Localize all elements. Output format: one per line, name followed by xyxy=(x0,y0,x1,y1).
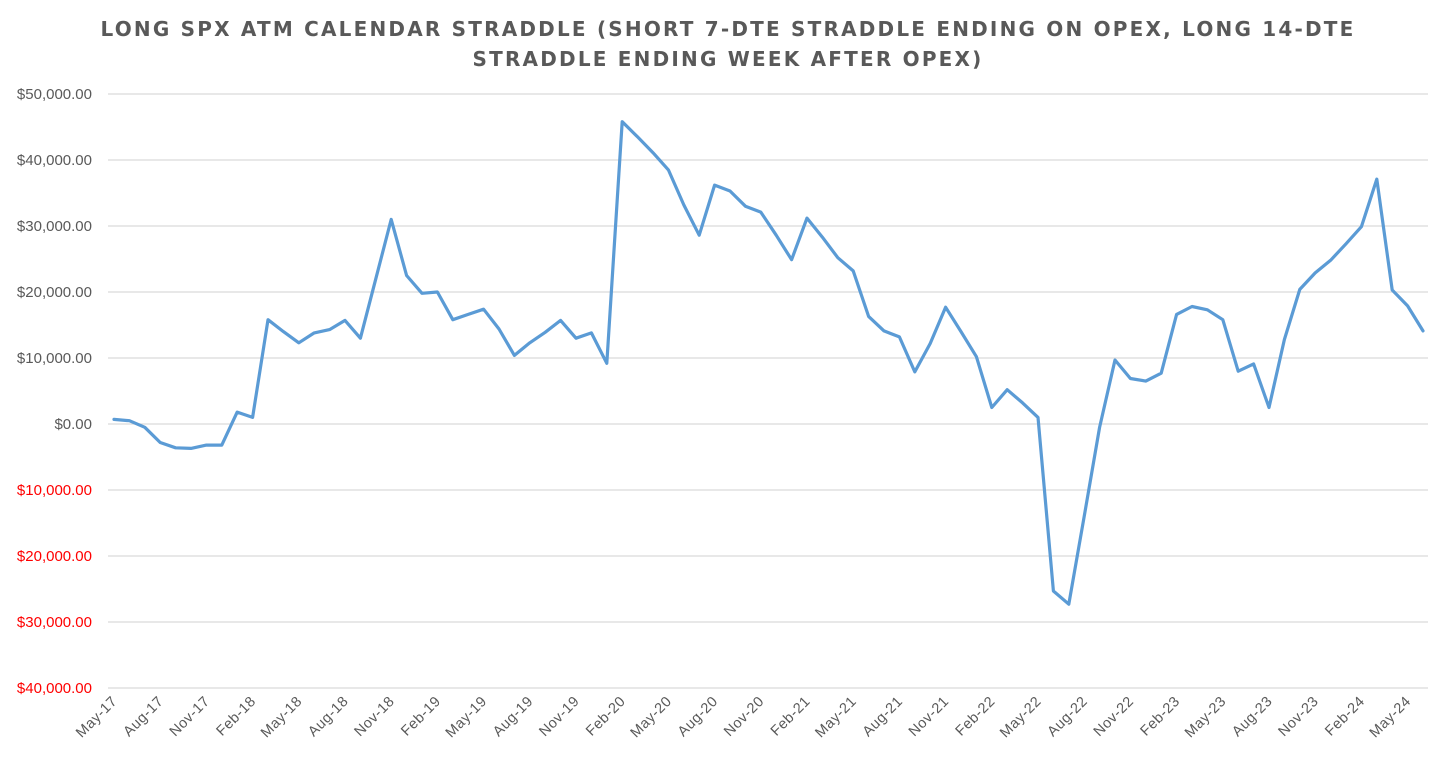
x-tick-label: Feb-20 xyxy=(583,694,629,740)
x-tick-label: Feb-18 xyxy=(213,694,259,740)
series-group xyxy=(112,120,1425,606)
x-tick-label: Nov-17 xyxy=(167,694,213,740)
y-tick-label: $50,000.00 xyxy=(17,86,92,103)
y-tick-label: $0.00 xyxy=(54,416,92,433)
x-tick-label: May-20 xyxy=(628,694,676,742)
chart-title: LONG SPX ATM CALENDAR STRADDLE (SHORT 7-… xyxy=(0,14,1456,74)
chart-title-line-2: STRADDLE ENDING WEEK AFTER OPEX) xyxy=(472,47,984,71)
y-tick-label: $30,000.00 xyxy=(17,614,92,631)
x-tick-label: May-24 xyxy=(1367,694,1415,742)
x-tick-label: Feb-21 xyxy=(768,694,814,740)
x-tick-label: Aug-17 xyxy=(121,694,168,741)
x-tick-label: May-18 xyxy=(258,694,306,742)
x-tick-label: Feb-22 xyxy=(953,694,999,740)
x-tick-label: Feb-23 xyxy=(1137,694,1183,740)
x-tick-label: Feb-19 xyxy=(398,694,444,740)
x-tick-label: May-19 xyxy=(443,694,491,742)
x-tick-label: Nov-21 xyxy=(906,694,952,740)
x-tick-label: Nov-22 xyxy=(1091,694,1137,740)
y-tick-label: $10,000.00 xyxy=(17,482,92,499)
x-tick-label: Aug-19 xyxy=(490,694,537,741)
x-tick-label: May-23 xyxy=(1182,694,1230,742)
x-tick-label: Aug-20 xyxy=(675,694,722,741)
x-tick-label: Nov-19 xyxy=(536,694,582,740)
x-tick-label: Nov-20 xyxy=(721,694,767,740)
y-tick-label: $20,000.00 xyxy=(17,284,92,301)
y-tick-label: $30,000.00 xyxy=(17,218,92,235)
x-tick-label: Aug-18 xyxy=(305,694,352,741)
chart-title-line-1: LONG SPX ATM CALENDAR STRADDLE (SHORT 7-… xyxy=(100,17,1356,41)
series-line xyxy=(112,120,1425,606)
y-axis-tick-labels: $50,000.00 $40,000.00 $30,000.00 $20,000.00… xyxy=(17,86,92,697)
y-tick-label: $10,000.00 xyxy=(17,350,92,367)
x-tick-label: Aug-21 xyxy=(860,694,907,741)
y-tick-label: $20,000.00 xyxy=(17,548,92,565)
y-tick-label: $40,000.00 xyxy=(17,680,92,697)
x-tick-label: May-22 xyxy=(997,694,1045,742)
x-tick-label: May-21 xyxy=(812,694,860,742)
y-tick-label: $40,000.00 xyxy=(17,152,92,169)
x-tick-label: May-17 xyxy=(73,694,121,742)
x-tick-label: Feb-24 xyxy=(1322,694,1368,740)
x-tick-label: Nov-18 xyxy=(352,694,398,740)
x-tick-label: Aug-22 xyxy=(1045,694,1092,741)
x-tick-label: Nov-23 xyxy=(1276,694,1322,740)
gridlines xyxy=(108,93,1428,689)
x-tick-label: Aug-23 xyxy=(1229,694,1276,741)
